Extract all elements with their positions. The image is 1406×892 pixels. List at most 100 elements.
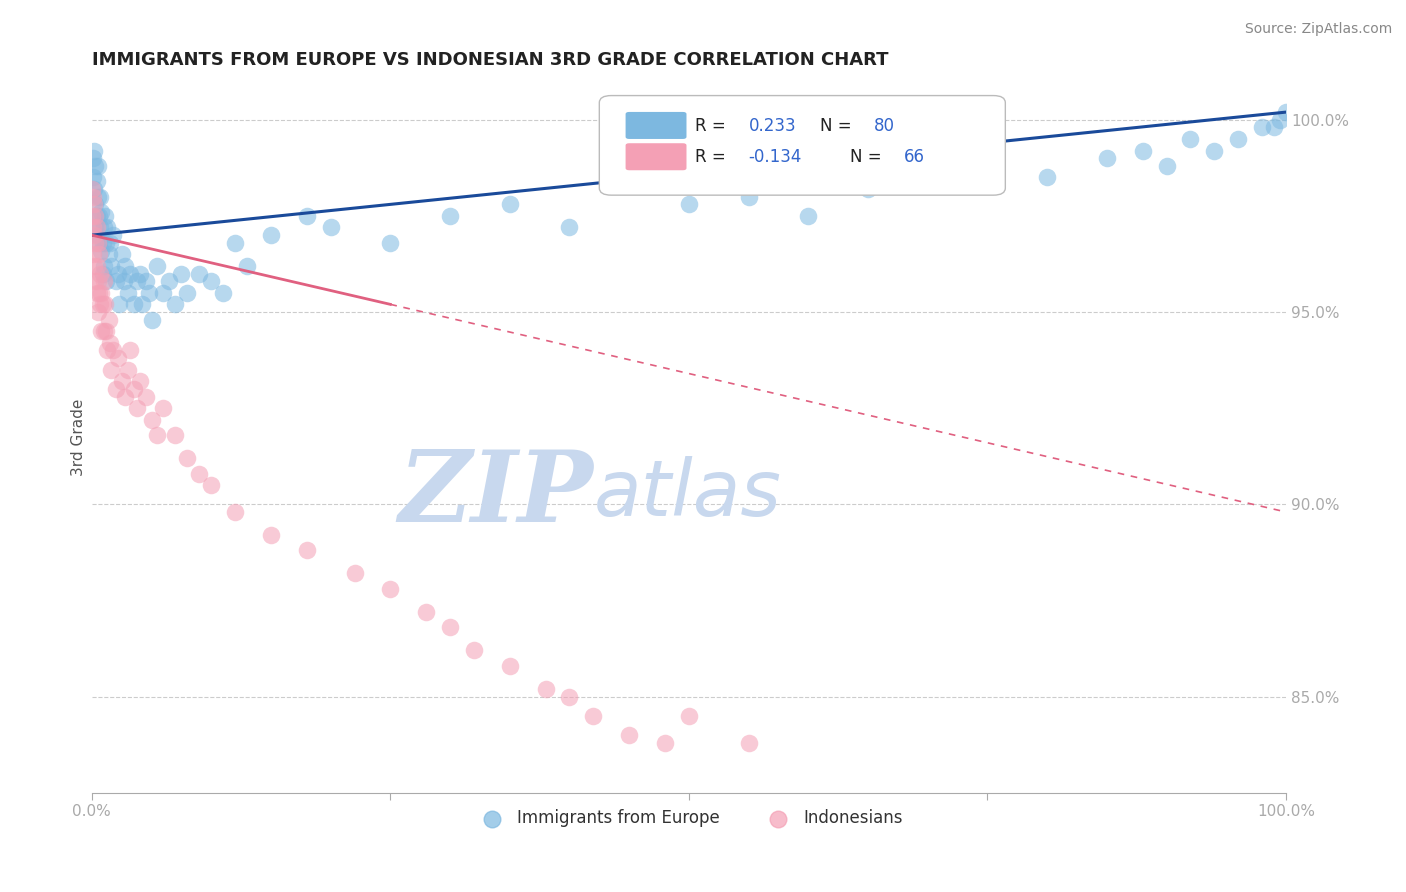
Point: [797, 209, 820, 223]
Point: [83, 228, 105, 243]
Point: [188, 267, 211, 281]
Point: [976, 159, 998, 173]
Point: [84, 220, 107, 235]
Point: [104, 382, 127, 396]
Point: [152, 285, 174, 300]
Point: [94, 274, 117, 288]
Point: [534, 681, 557, 696]
Point: [1036, 170, 1059, 185]
Text: R =: R =: [695, 148, 731, 166]
Point: [678, 708, 700, 723]
Point: [295, 543, 318, 558]
Point: [87, 235, 110, 250]
Point: [200, 274, 222, 288]
Point: [86, 174, 108, 188]
Point: [96, 220, 118, 235]
Point: [87, 209, 110, 223]
Point: [97, 247, 120, 261]
Point: [146, 428, 169, 442]
Point: [94, 235, 117, 250]
Point: [90, 244, 112, 258]
Point: [135, 390, 157, 404]
Point: [380, 582, 402, 596]
Point: [83, 144, 105, 158]
Point: [98, 235, 121, 250]
Point: [87, 247, 110, 261]
Point: [295, 209, 318, 223]
Point: [90, 205, 112, 219]
Point: [90, 285, 112, 300]
Point: [97, 312, 120, 326]
Text: atlas: atlas: [593, 456, 782, 532]
Point: [118, 343, 141, 358]
Y-axis label: 3rd Grade: 3rd Grade: [72, 399, 86, 475]
Point: [87, 235, 110, 250]
Point: [84, 159, 107, 173]
Point: [111, 247, 134, 261]
Point: [224, 235, 246, 250]
Point: [152, 401, 174, 416]
Point: [87, 274, 110, 288]
Point: [87, 305, 110, 319]
Point: [141, 312, 163, 326]
Point: [1180, 132, 1202, 146]
Point: [111, 374, 134, 388]
Point: [157, 274, 180, 288]
Point: [141, 413, 163, 427]
Point: [89, 220, 111, 235]
Point: [200, 478, 222, 492]
Point: [117, 285, 139, 300]
Point: [94, 209, 117, 223]
Point: [737, 190, 759, 204]
Point: [89, 267, 111, 281]
Point: [84, 197, 107, 211]
Point: [112, 274, 135, 288]
Point: [260, 228, 283, 243]
Point: [165, 297, 187, 311]
Point: [87, 285, 110, 300]
Point: [138, 285, 160, 300]
Point: [1227, 132, 1250, 146]
Point: [499, 658, 522, 673]
Point: [94, 324, 117, 338]
Point: [558, 690, 581, 704]
Point: [83, 259, 105, 273]
Point: [82, 247, 104, 261]
Point: [212, 285, 235, 300]
Point: [131, 297, 153, 311]
Point: [188, 467, 211, 481]
Point: [463, 643, 485, 657]
Point: [93, 324, 115, 338]
Point: [127, 274, 149, 288]
Text: 80: 80: [875, 117, 896, 136]
Point: [82, 151, 104, 165]
Point: [165, 428, 187, 442]
Point: [107, 351, 129, 366]
Point: [582, 708, 605, 723]
Text: IMMIGRANTS FROM EUROPE VS INDONESIAN 3RD GRADE CORRELATION CHART: IMMIGRANTS FROM EUROPE VS INDONESIAN 3RD…: [91, 51, 889, 69]
Point: [117, 362, 139, 376]
Text: 66: 66: [904, 148, 925, 166]
Point: [122, 297, 145, 311]
Point: [114, 390, 136, 404]
Point: [86, 220, 108, 235]
Point: [135, 274, 157, 288]
Point: [84, 235, 107, 250]
Point: [83, 197, 105, 211]
Point: [176, 451, 198, 466]
Point: [146, 259, 169, 273]
Point: [90, 324, 112, 338]
Point: [856, 182, 879, 196]
Text: N =: N =: [820, 117, 858, 136]
Point: [678, 197, 700, 211]
Text: ZIP: ZIP: [398, 446, 593, 542]
Point: [127, 401, 149, 416]
Point: [91, 297, 114, 311]
Point: [319, 220, 342, 235]
Point: [558, 220, 581, 235]
Point: [103, 343, 125, 358]
Point: [176, 285, 198, 300]
Point: [93, 274, 115, 288]
Point: [224, 505, 246, 519]
Point: [128, 374, 150, 388]
